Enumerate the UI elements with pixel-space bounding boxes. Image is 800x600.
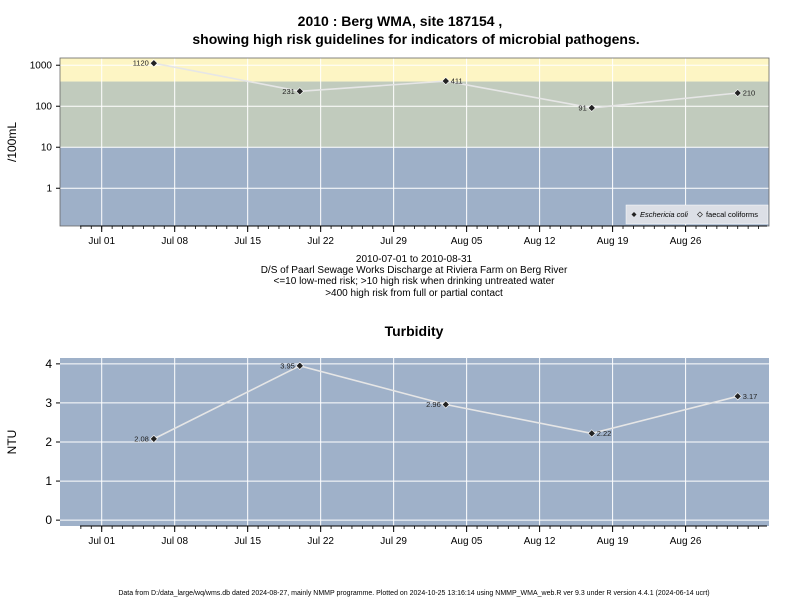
x-tick-label: Aug 05: [451, 236, 483, 247]
x-tick-label: Jul 22: [307, 536, 334, 547]
data-label: 2.96: [426, 400, 441, 409]
x-tick-label: Aug 19: [597, 236, 629, 247]
data-label: 3.95: [280, 361, 295, 370]
legend-marker-filled-diamond: [631, 212, 637, 217]
data-label: 210: [743, 89, 756, 98]
y-tick-label: 0: [45, 513, 52, 527]
x-tick-label: Jul 08: [161, 536, 188, 547]
y-tick-label: 10: [41, 143, 53, 154]
y-tick-label: 2: [45, 435, 52, 449]
data-label: 1120: [133, 59, 149, 68]
x-tick-label: Jul 29: [380, 536, 407, 547]
data-label: 3.17: [743, 392, 758, 401]
caption-site-description: D/S of Paarl Sewage Works Discharge at R…: [261, 265, 568, 276]
chart-title-line2: showing high risk guidelines for indicat…: [192, 31, 639, 47]
y-axis-label: NTU: [5, 430, 19, 455]
microbial-panel: 1 10 100 1000 Jul 01 Jul 08 Jul 15 Jul 22 Jul 29…: [5, 57, 770, 247]
data-point: [149, 434, 158, 443]
y-tick-label: 100: [35, 102, 52, 113]
turbidity-panel: 0 1 2 3 4 Jul 01 Jul 08 Jul 15 Jul 22 Jul 29 Aug 0…: [5, 323, 769, 547]
data-point: [441, 400, 450, 409]
y-tick-label: 3: [45, 396, 52, 410]
data-point: [295, 361, 304, 370]
x-tick-label: Jul 15: [234, 536, 261, 547]
data-point: [441, 77, 450, 86]
x-tick-label: Aug 26: [670, 236, 702, 247]
x-tick-label: Jul 01: [88, 236, 115, 247]
x-tick-label: Aug 12: [524, 236, 556, 247]
caption-risk-guideline-contact: >400 high risk from full or partial cont…: [325, 288, 503, 299]
x-tick-label: Aug 12: [524, 536, 556, 547]
x-tick-label: Aug 05: [451, 536, 483, 547]
x-tick-label: Aug 19: [597, 536, 629, 547]
legend-entry-label: Eschericia coli: [640, 210, 688, 219]
caption-date-range: 2010-07-01 to 2010-08-31: [356, 254, 473, 265]
x-tick-label: Jul 22: [307, 236, 334, 247]
x-tick-label: Jul 08: [161, 236, 188, 247]
risk-band-2: [60, 81, 769, 148]
risk-band-1: [60, 58, 769, 82]
caption-risk-guideline-drinking: <=10 low-med risk; >10 high risk when dr…: [274, 276, 556, 287]
panel-title: Turbidity: [385, 323, 444, 339]
data-point: [587, 103, 596, 112]
x-tick-label: Jul 01: [88, 536, 115, 547]
data-label: 411: [451, 77, 463, 86]
x-tick-label: Jul 29: [380, 236, 407, 247]
data-point: [587, 429, 596, 438]
y-tick-label: 1: [46, 184, 52, 195]
data-point: [149, 59, 158, 68]
y-tick-label: 1: [45, 474, 52, 488]
chart-title-line1: 2010 : Berg WMA, site 187154 ,: [298, 13, 503, 29]
y-tick-label: 4: [45, 357, 52, 371]
footer-provenance: Data from D:/data_large/wq/wms.db dated …: [118, 590, 709, 597]
data-point: [295, 87, 304, 96]
legend-entry-label: faecal coliforms: [706, 210, 758, 219]
x-tick-label: Aug 26: [670, 536, 702, 547]
data-label: 2.08: [134, 434, 149, 443]
data-point: [733, 392, 742, 401]
y-tick-label: 1000: [30, 61, 53, 72]
data-label: 231: [282, 87, 295, 96]
data-label: 91: [578, 103, 586, 112]
legend-marker-open-diamond: [696, 211, 703, 218]
data-label: 2.22: [597, 429, 612, 438]
y-axis-label: /100mL: [5, 122, 19, 162]
data-point: [733, 88, 742, 98]
x-tick-label: Jul 15: [234, 236, 261, 247]
